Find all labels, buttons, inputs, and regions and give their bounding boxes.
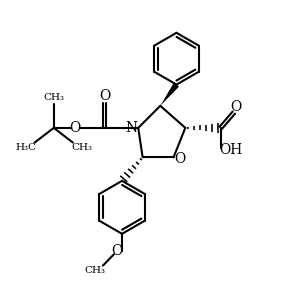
Text: CH₃: CH₃	[84, 266, 105, 275]
Text: CH₃: CH₃	[43, 93, 64, 102]
Text: O: O	[99, 89, 110, 103]
Text: O: O	[231, 100, 242, 114]
Text: O: O	[70, 121, 81, 135]
Text: N: N	[126, 121, 138, 135]
Text: H₃C: H₃C	[15, 143, 36, 152]
Text: OH: OH	[219, 143, 243, 157]
Text: O: O	[174, 152, 186, 166]
Text: CH₃: CH₃	[71, 143, 92, 152]
Text: O: O	[111, 245, 123, 258]
Polygon shape	[160, 83, 179, 106]
